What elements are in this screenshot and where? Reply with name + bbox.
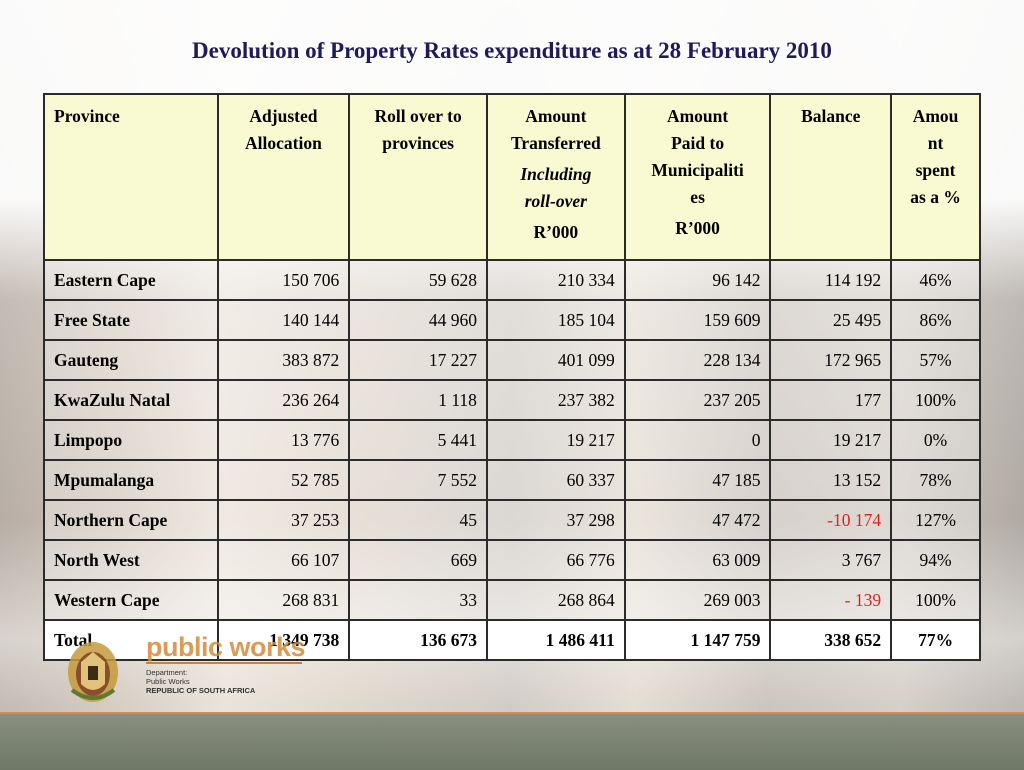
pct-cell: 100% [890, 379, 981, 421]
transferred-cell: 237 382 [485, 379, 626, 421]
rollover-cell: 45 [348, 499, 488, 541]
header-province: Province [43, 93, 219, 261]
paid-cell: 1 147 759 [623, 619, 772, 661]
allocation-cell: 150 706 [216, 259, 351, 301]
allocation-cell: 52 785 [216, 459, 351, 501]
balance-cell: -10 174 [769, 499, 893, 541]
balance-cell: 13 152 [769, 459, 893, 501]
coat-of-arms-icon [68, 642, 118, 702]
allocation-cell: 140 144 [216, 299, 351, 341]
province-cell: North West [43, 539, 219, 581]
rollover-cell: 669 [348, 539, 488, 581]
table-row: Free State 140 144 44 960 185 104 159 609 25 … [43, 299, 981, 341]
transferred-cell: 19 217 [485, 419, 626, 461]
total-row: Total 1 349 738 136 673 1 486 411 1 147 759 3… [43, 619, 981, 661]
transferred-cell: 1 486 411 [485, 619, 626, 661]
table-row: Gauteng 383 872 17 227 401 099 228 134 172 96… [43, 339, 981, 381]
province-cell: Gauteng [43, 339, 219, 381]
allocation-cell: 236 264 [216, 379, 351, 421]
balance-cell: 25 495 [769, 299, 893, 341]
logo-rule [146, 662, 302, 664]
header-adjusted-allocation: Adjusted Allocation [216, 93, 351, 261]
pct-cell: 57% [890, 339, 981, 381]
header-amount-transferred: Amount Transferred Including roll-over R… [485, 93, 626, 261]
paid-cell: 269 003 [623, 579, 772, 621]
rollover-cell: 59 628 [348, 259, 488, 301]
table-row: Northern Cape 37 253 45 37 298 47 472 -10 174… [43, 499, 981, 541]
table-row: Mpumalanga 52 785 7 552 60 337 47 185 13 152 7… [43, 459, 981, 501]
balance-cell: 177 [769, 379, 893, 421]
transferred-cell: 268 864 [485, 579, 626, 621]
rollover-cell: 1 118 [348, 379, 488, 421]
header-row: Province Adjusted Allocation Roll over t… [43, 93, 981, 261]
public-works-logo: public works Department: Public Works RE… [66, 632, 306, 706]
balance-cell: 3 767 [769, 539, 893, 581]
province-cell: Limpopo [43, 419, 219, 461]
pct-cell: 127% [890, 499, 981, 541]
transferred-cell: 66 776 [485, 539, 626, 581]
transferred-cell: 401 099 [485, 339, 626, 381]
table-row: Eastern Cape 150 706 59 628 210 334 96 142 11… [43, 259, 981, 301]
paid-cell: 159 609 [623, 299, 772, 341]
table-row: Western Cape 268 831 33 268 864 269 003- 139… [43, 579, 981, 621]
allocation-cell: 37 253 [216, 499, 351, 541]
transferred-cell: 37 298 [485, 499, 626, 541]
allocation-cell: 66 107 [216, 539, 351, 581]
header-amount-paid: Amount Paid to Municipaliti es R’000 [623, 93, 772, 261]
logo-line-2: Public Works [146, 677, 190, 686]
logo-line-1: Department: [146, 668, 188, 677]
province-cell: Northern Cape [43, 499, 219, 541]
table-row: North West 66 107 669 66 776 63 009 3 767 94% [43, 539, 981, 581]
table-row: Limpopo 13 776 5 441 19 217 0 19 217 0% [43, 419, 981, 461]
allocation-cell: 383 872 [216, 339, 351, 381]
paid-cell: 0 [623, 419, 772, 461]
balance-cell: 172 965 [769, 339, 893, 381]
allocation-cell: 13 776 [216, 419, 351, 461]
pct-cell: 78% [890, 459, 981, 501]
rollover-cell: 33 [348, 579, 488, 621]
allocation-cell: 1 349 738 [216, 619, 351, 661]
rollover-cell: 17 227 [348, 339, 488, 381]
transferred-cell: 185 104 [485, 299, 626, 341]
balance-cell: - 139 [769, 579, 893, 621]
header-balance: Balance [769, 93, 893, 261]
paid-cell: 237 205 [623, 379, 772, 421]
logo-line-3: REPUBLIC OF SOUTH AFRICA [146, 686, 256, 695]
province-cell: KwaZulu Natal [43, 379, 219, 421]
transferred-cell: 60 337 [485, 459, 626, 501]
paid-cell: 63 009 [623, 539, 772, 581]
rollover-cell: 7 552 [348, 459, 488, 501]
page-title: Devolution of Property Rates expenditure… [192, 38, 832, 63]
table-row: KwaZulu Natal 236 264 1 118 237 382 237 205 1… [43, 379, 981, 421]
pct-cell: 46% [890, 259, 981, 301]
allocation-cell: 268 831 [216, 579, 351, 621]
province-cell: Free State [43, 299, 219, 341]
pct-cell: 0% [890, 419, 981, 461]
pct-cell: 94% [890, 539, 981, 581]
transferred-cell: 210 334 [485, 259, 626, 301]
pct-cell: 77% [890, 619, 981, 661]
balance-cell: 114 192 [769, 259, 893, 301]
paid-cell: 47 472 [623, 499, 772, 541]
balance-cell: 19 217 [769, 419, 893, 461]
balance-cell: 338 652 [769, 619, 893, 661]
logo-wordmark: public works [146, 632, 306, 662]
rollover-cell: 5 441 [348, 419, 488, 461]
province-cell: Eastern Cape [43, 259, 219, 301]
province-cell: Western Cape [43, 579, 219, 621]
header-amount-spent-pct: Amou nt spent as a % [890, 93, 981, 261]
rollover-cell: 136 673 [348, 619, 488, 661]
paid-cell: 228 134 [623, 339, 772, 381]
rollover-cell: 44 960 [348, 299, 488, 341]
header-roll-over: Roll over to provinces [348, 93, 488, 261]
pct-cell: 100% [890, 579, 981, 621]
province-cell: Total [43, 619, 219, 661]
paid-cell: 47 185 [623, 459, 772, 501]
footer-band [0, 712, 1024, 770]
paid-cell: 96 142 [623, 259, 772, 301]
pct-cell: 86% [890, 299, 981, 341]
expenditure-table: Province Adjusted Allocation Roll over t… [43, 93, 981, 661]
province-cell: Mpumalanga [43, 459, 219, 501]
